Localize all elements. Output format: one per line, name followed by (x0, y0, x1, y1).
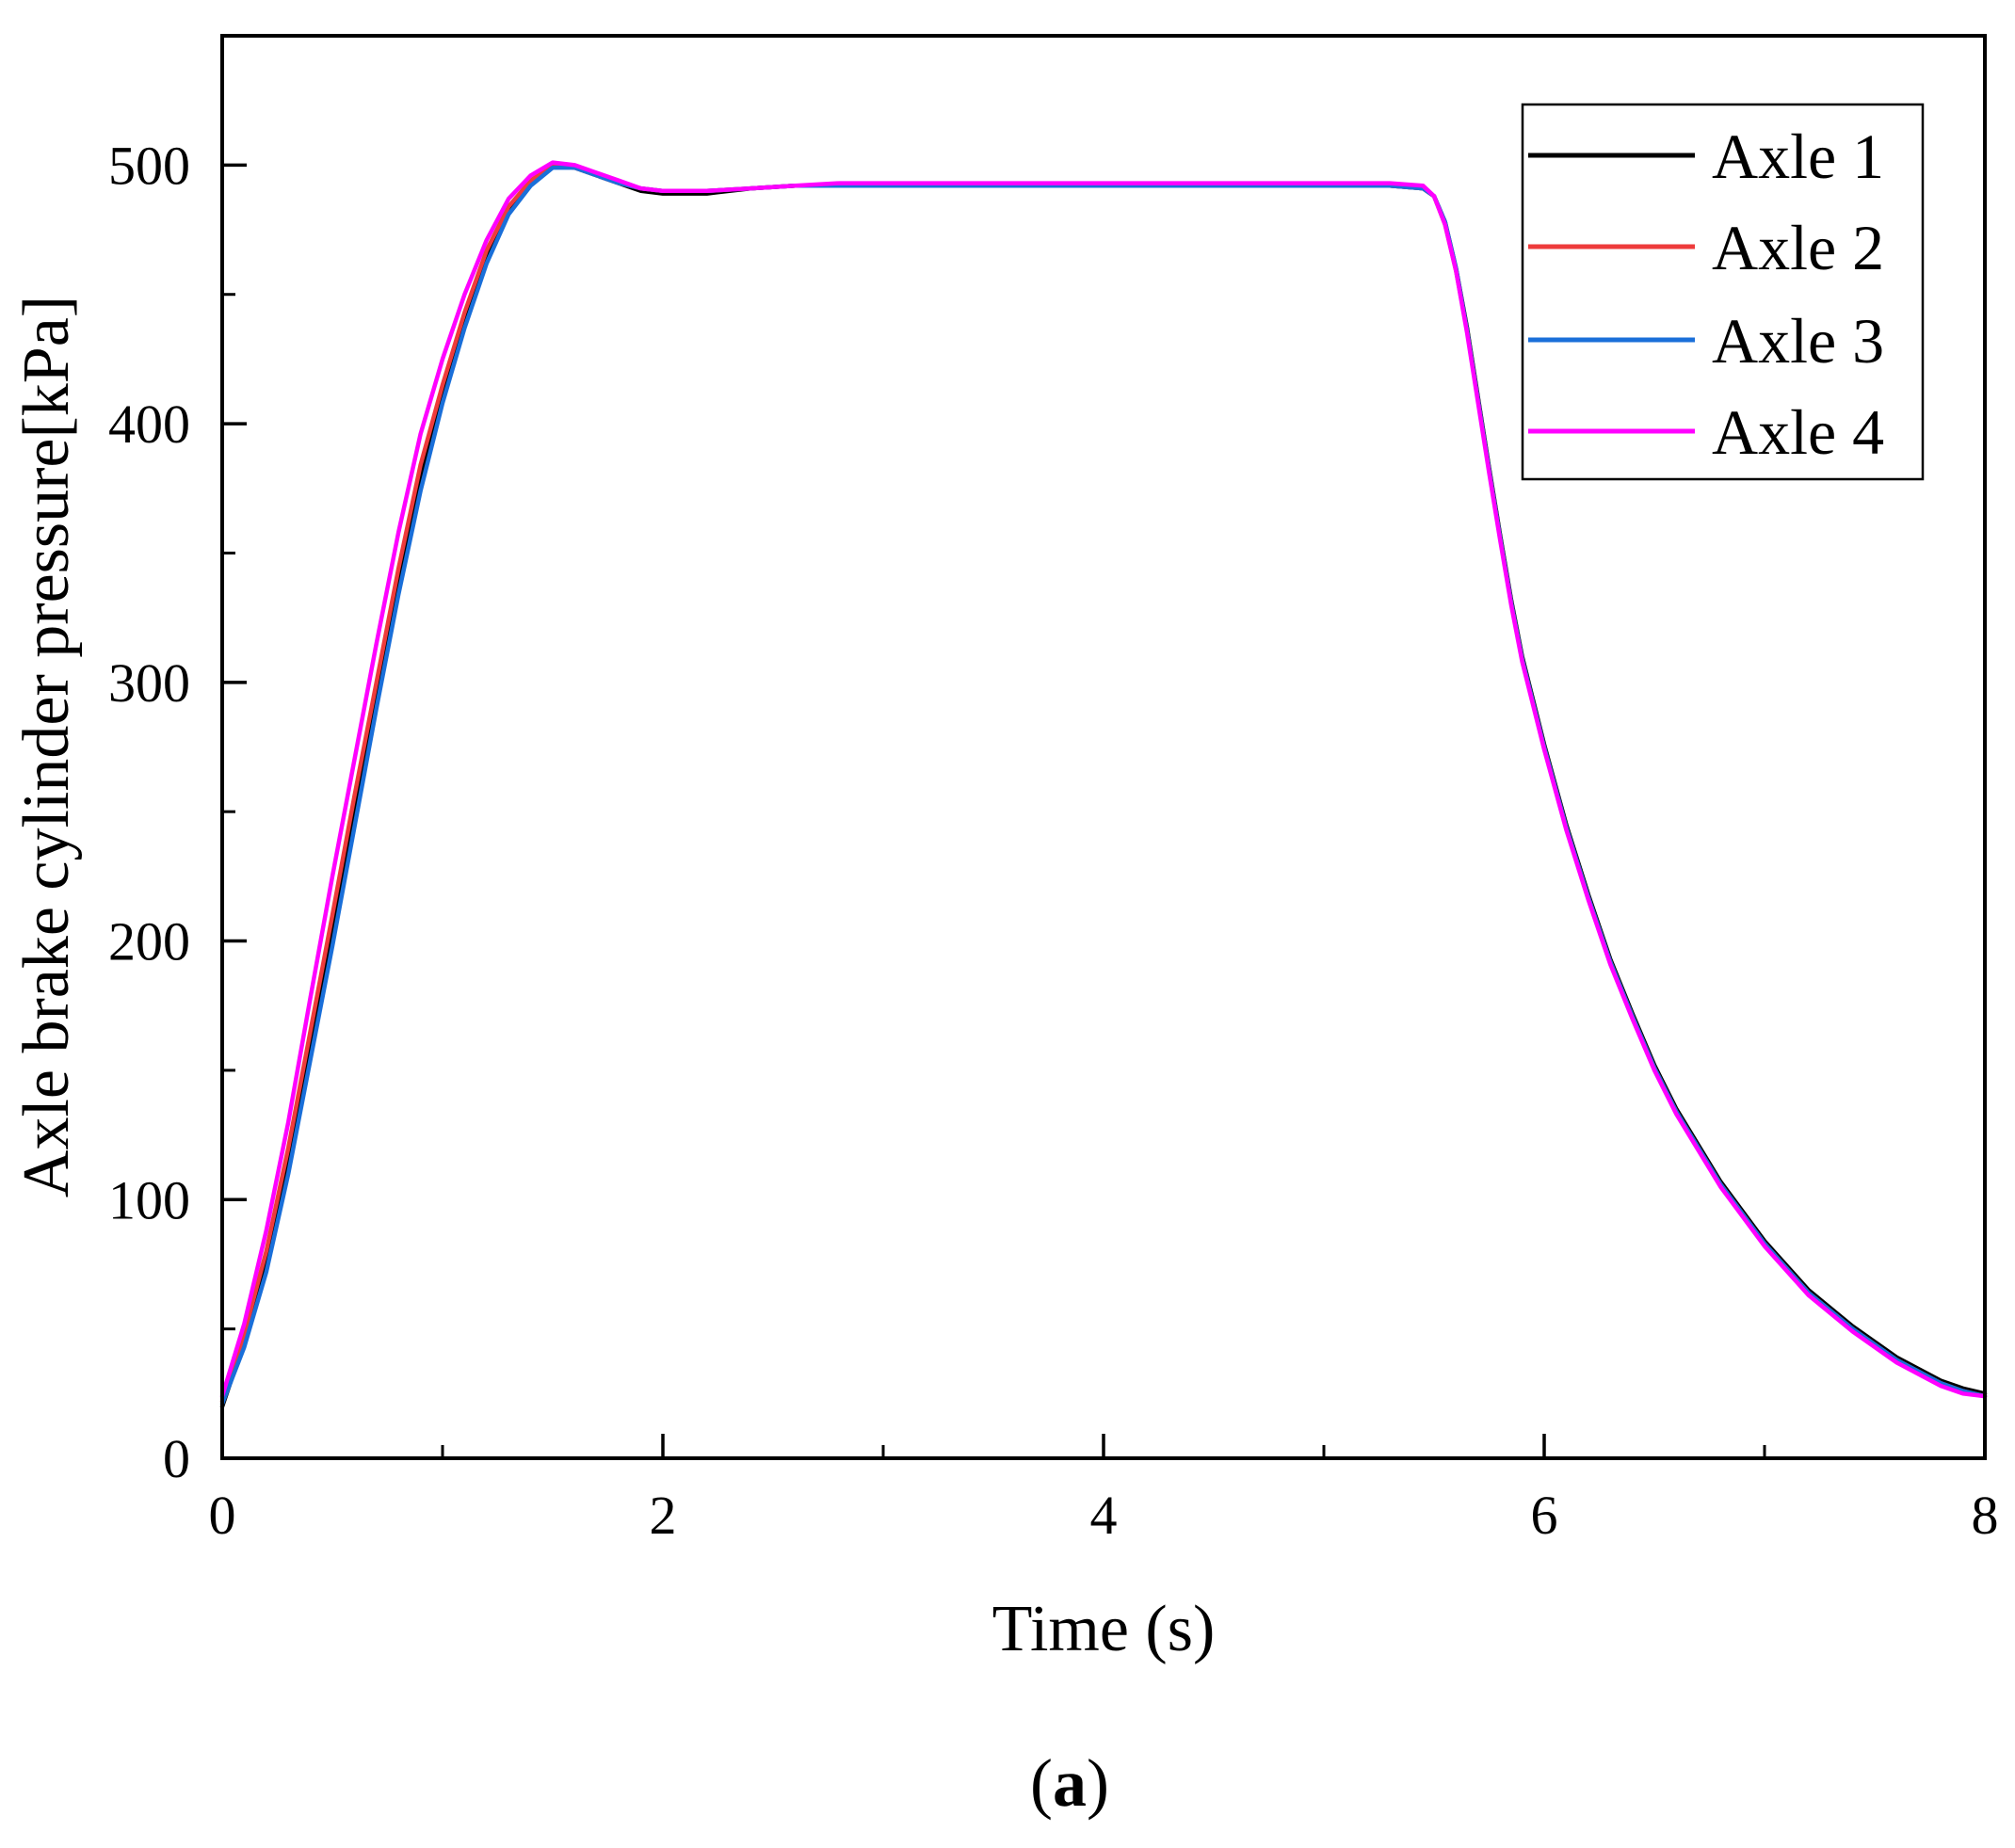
legend: Axle 1 Axle 2 Axle 3 Axle 4 (1521, 103, 1925, 481)
y-tick-label: 100 (108, 1169, 190, 1230)
caption-close-paren: ) (1087, 1745, 1109, 1821)
plot-series (219, 160, 1988, 1409)
caption-letter: a (1053, 1745, 1087, 1821)
y-axis-title: Axle brake cylinder pressure[kPa] (10, 296, 83, 1197)
axis-ticks (220, 163, 1987, 1460)
y-tick-label: 200 (108, 911, 190, 972)
x-tick-label: 2 (650, 1485, 677, 1546)
figure-caption: (a) (1030, 1745, 1109, 1821)
x-tick-label: 8 (1972, 1485, 1999, 1546)
series-line-axle-4 (219, 160, 1988, 1399)
y-tick-label: 300 (108, 652, 190, 714)
x-tick-label: 6 (1531, 1485, 1558, 1546)
legend-box (1521, 103, 1925, 481)
y-tick-label: 500 (108, 135, 190, 196)
x-tick-label: 4 (1090, 1485, 1118, 1546)
axis-tick-labels: 0 2 4 6 8 0 100 200 300 400 500 (108, 135, 1999, 1546)
x-tick-label: 0 (209, 1485, 236, 1546)
legend-label-axle-1: Axle 1 (1712, 121, 1884, 192)
y-tick-label: 0 (163, 1428, 190, 1489)
caption-open-paren: ( (1030, 1745, 1053, 1821)
y-tick-label: 400 (108, 394, 190, 455)
legend-label-axle-2: Axle 2 (1712, 212, 1884, 283)
x-axis-title: Time (s) (992, 1593, 1216, 1665)
legend-label-axle-4: Axle 4 (1712, 396, 1884, 468)
legend-label-axle-3: Axle 3 (1712, 305, 1884, 377)
